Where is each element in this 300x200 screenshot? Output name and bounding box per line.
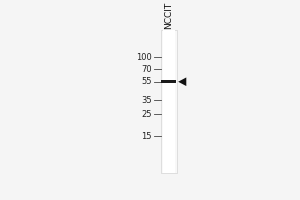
Text: 100: 100 [136, 53, 152, 62]
Bar [161, 30, 177, 173]
Bar [161, 80, 176, 83]
Text: NCCIT: NCCIT [164, 2, 173, 29]
Text: 55: 55 [141, 77, 152, 86]
Bar [163, 30, 175, 173]
Text: 70: 70 [141, 65, 152, 74]
Text: 15: 15 [141, 132, 152, 141]
Text: 35: 35 [141, 96, 152, 105]
Polygon shape [178, 77, 186, 86]
Text: 25: 25 [141, 110, 152, 119]
